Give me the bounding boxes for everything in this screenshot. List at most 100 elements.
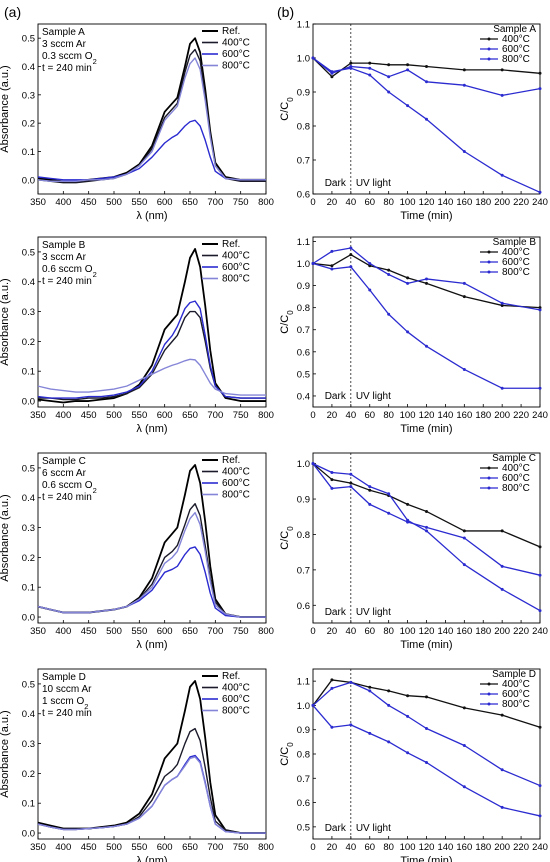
data-point xyxy=(538,814,542,818)
data-point xyxy=(330,678,334,682)
x-tick-label: 80 xyxy=(383,197,394,208)
data-point xyxy=(462,68,466,72)
x-tick-label: 800 xyxy=(258,626,274,637)
chart-C_abs: 350 400 450 500 550 600 650 700 750 800 0.0 0.1 0.2 0… xyxy=(0,452,274,651)
legend-entry: 800°C xyxy=(222,274,250,285)
sample-info-line: Sample D xyxy=(42,672,86,683)
series-line-1 xyxy=(38,310,266,401)
x-tick-label: 200 xyxy=(494,626,510,637)
x-tick-label: 500 xyxy=(106,197,122,208)
sample-info-line: 3 sccm Ar xyxy=(42,252,87,263)
x-tick-label: 450 xyxy=(81,842,97,853)
x-tick-label: 140 xyxy=(437,197,453,208)
series-line-2 xyxy=(312,57,541,193)
data-point xyxy=(387,90,391,94)
data-point xyxy=(425,761,428,764)
data-point xyxy=(368,288,372,292)
series-line-2 xyxy=(37,300,266,399)
data-point xyxy=(349,66,353,70)
sample-info-line: 10 sccm Ar xyxy=(42,684,92,695)
x-tick-label: 200 xyxy=(494,410,510,421)
data-point xyxy=(387,75,391,79)
chart-C_kin: 0 20 40 60 80 100 120 140 160 180 200 220 240 0.6 0.7 0… xyxy=(279,452,548,651)
data-point xyxy=(368,73,372,77)
y-tick-label: 0.1 xyxy=(22,147,35,158)
y-tick-label: 0.4 xyxy=(22,62,35,73)
legend-entry: Ref. xyxy=(222,671,240,682)
dark-label: Dark xyxy=(325,178,347,189)
data-point xyxy=(406,276,410,280)
y-tick-label: 0.6 xyxy=(297,798,310,809)
y-tick-label: 0.1 xyxy=(22,583,35,594)
legend-marker xyxy=(487,682,491,686)
x-axis-label: Time (min) xyxy=(400,855,452,862)
chart-A_kin: 0 20 40 60 80 100 120 140 160 180 200 220 240 0.6 0.7 0… xyxy=(279,20,548,223)
data-point xyxy=(538,87,542,91)
series-line-0 xyxy=(312,463,541,548)
sample-info-line: t = 240 min xyxy=(42,63,92,74)
legend-entry: 400°C xyxy=(502,247,530,258)
data-point xyxy=(387,740,391,744)
series-line-3 xyxy=(37,756,266,834)
panel-label-a: (a) xyxy=(4,4,21,20)
sample-info-line: Sample B xyxy=(42,240,86,251)
data-point xyxy=(406,714,410,718)
x-tick-label: 60 xyxy=(364,626,375,637)
data-point xyxy=(500,805,504,809)
x-tick-label: 700 xyxy=(207,197,223,208)
y-tick-label: 0.3 xyxy=(22,307,35,318)
series-line-3 xyxy=(37,358,266,396)
data-point xyxy=(500,173,504,177)
y-tick-label: 0.0 xyxy=(22,175,35,186)
y-tick-label: 0.8 xyxy=(297,303,310,314)
y-tick-label: 0.2 xyxy=(22,553,35,564)
chart-D_abs: 350 400 450 500 550 600 650 700 750 800 0.0 0.1 0.2 0… xyxy=(0,668,274,862)
legend-entry: 600°C xyxy=(502,44,530,55)
data-point xyxy=(500,564,504,568)
legend-entry: 600°C xyxy=(222,694,250,705)
data-point xyxy=(462,83,466,87)
x-tick-label: 450 xyxy=(81,197,97,208)
data-point xyxy=(349,246,353,250)
y-axis-label: Absorbance (a.u.) xyxy=(0,65,11,152)
y-tick-label: 1.0 xyxy=(297,259,310,270)
series-line-1 xyxy=(37,727,266,834)
x-tick-label: 100 xyxy=(400,410,416,421)
x-tick-label: 60 xyxy=(364,842,375,853)
y-tick-label: 1.1 xyxy=(297,20,310,31)
plot-frame xyxy=(37,236,267,408)
sample-info-line: Sample A xyxy=(42,27,85,38)
x-tick-label: 40 xyxy=(346,197,357,208)
x-tick-label: 20 xyxy=(327,410,338,421)
x-axis-label: λ (nm) xyxy=(136,639,167,651)
y-tick-label: 0.7 xyxy=(297,565,310,576)
x-tick-label: 650 xyxy=(182,197,198,208)
dark-label: Dark xyxy=(325,823,347,834)
sample-info-line: t = 240 min xyxy=(42,492,92,503)
data-point xyxy=(462,367,466,371)
x-tick-label: 0 xyxy=(310,626,315,637)
y-tick-label: 0.8 xyxy=(297,530,310,541)
data-point xyxy=(349,723,353,727)
sample-info-line: 1 sccm O2 xyxy=(42,696,88,711)
x-tick-label: 240 xyxy=(532,626,548,637)
y-tick-label: 0.9 xyxy=(297,725,310,736)
legend-entry: 600°C xyxy=(222,478,250,489)
x-tick-label: 20 xyxy=(327,842,338,853)
y-tick-label: 0.9 xyxy=(297,281,310,292)
uv-light-label: UV light xyxy=(356,823,391,834)
legend-entry: 800°C xyxy=(502,54,530,65)
legend-title: Sample D xyxy=(492,669,536,680)
y-tick-label: 0.1 xyxy=(22,367,35,378)
y-axis-label: C/C0 xyxy=(279,742,295,766)
plot-frame xyxy=(37,23,267,195)
data-point xyxy=(538,71,542,75)
x-tick-label: 40 xyxy=(346,842,357,853)
x-tick-label: 120 xyxy=(419,410,435,421)
data-point xyxy=(387,63,391,67)
y-tick-label: 0.2 xyxy=(22,769,35,780)
data-point xyxy=(387,312,391,316)
y-tick-label: 0.8 xyxy=(297,122,310,133)
x-tick-label: 800 xyxy=(258,197,274,208)
legend-marker xyxy=(487,260,491,264)
